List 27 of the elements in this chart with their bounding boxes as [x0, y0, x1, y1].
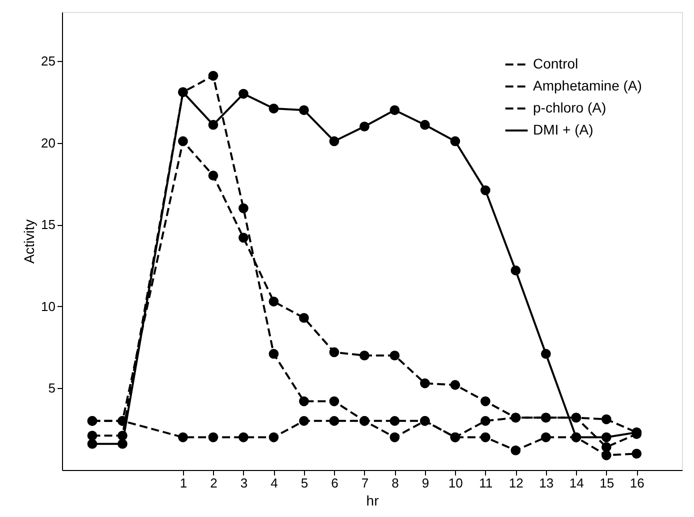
x-tick-label: 5: [300, 476, 308, 490]
legend-label: DMI + (A): [533, 122, 594, 138]
x-tick-label: 7: [361, 476, 369, 490]
y-tick-label: 10: [41, 298, 56, 314]
y-tick-label: 15: [41, 217, 56, 232]
x-tick-label: 11: [479, 476, 493, 490]
legend-label: p-chloro (A): [533, 100, 606, 116]
x-tick-label: 14: [569, 476, 584, 490]
x-tick-label: 4: [270, 476, 278, 490]
x-tick-label: 3: [240, 476, 248, 490]
x-tick-label: 16: [630, 476, 644, 490]
y-axis-title: Activity: [21, 219, 38, 264]
x-tick-label: 2: [210, 476, 218, 490]
legend-label: Amphetamine (A): [533, 78, 642, 94]
x-tick-label: 15: [600, 476, 614, 490]
x-tick-label: 12: [508, 476, 524, 490]
x-axis-title: hr: [366, 492, 380, 508]
x-tick-label: 8: [392, 476, 399, 490]
x-tick-label: 13: [539, 476, 554, 490]
legend-label: Control: [533, 56, 578, 72]
x-tick-label: 6: [331, 476, 338, 490]
x-tick-label: 9: [422, 476, 430, 490]
x-tick-label: 1: [180, 476, 188, 490]
x-tick-label: 10: [448, 476, 463, 490]
y-tick-label: 25: [41, 54, 56, 69]
y-tick-label: 5: [48, 380, 56, 396]
y-tick-label: 20: [41, 135, 56, 150]
